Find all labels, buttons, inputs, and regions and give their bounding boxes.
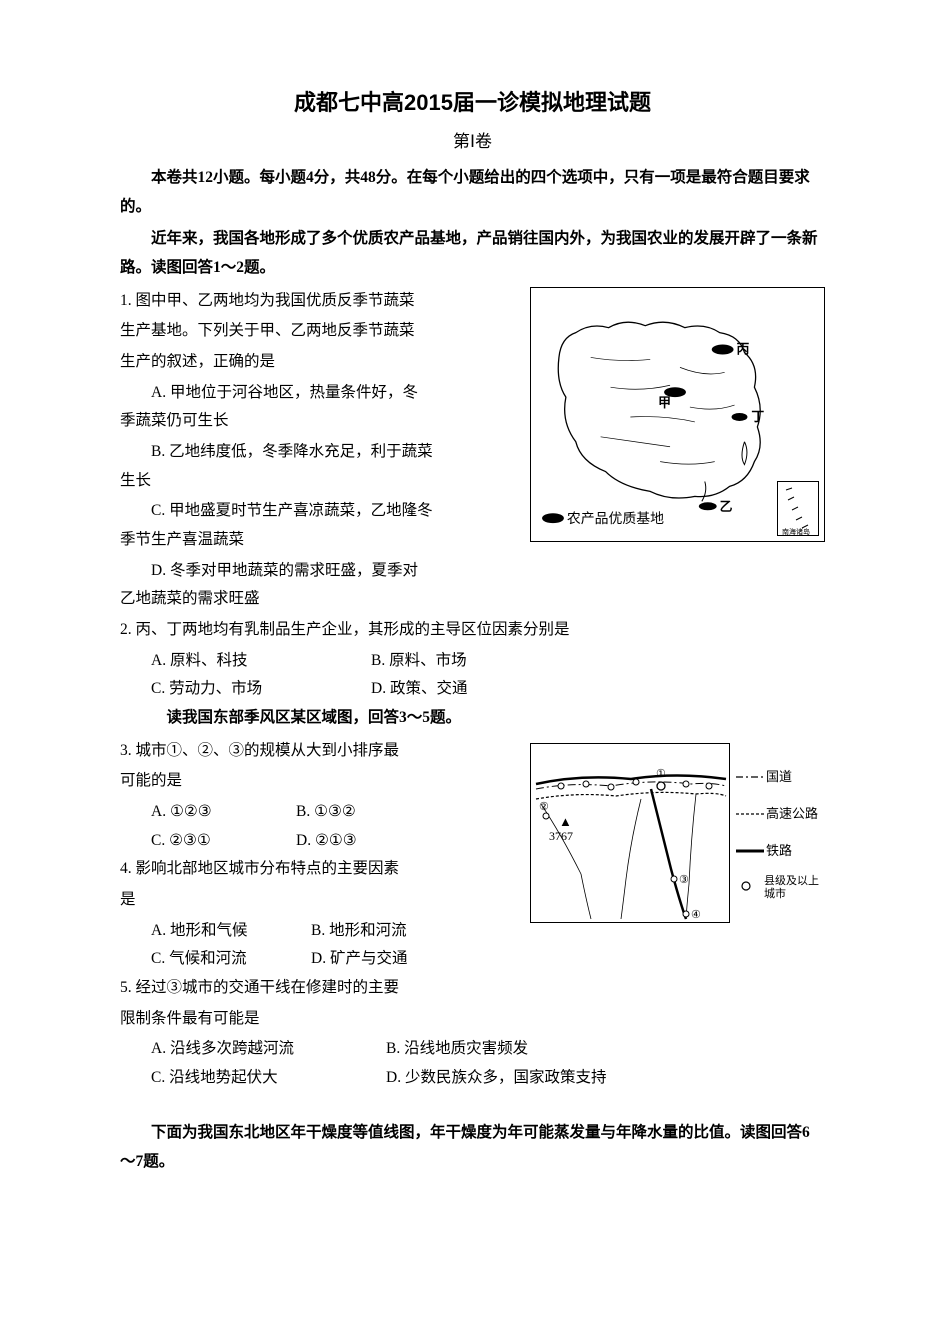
province-lines [591,357,735,464]
q3-stem-line2: 可能的是 [120,767,510,796]
figure-region-map: ① ② ▲ 3767 ③ ④ 国道 高速公路 [530,743,825,923]
hainan-outline [702,481,706,501]
city-node-5 [683,781,689,787]
city-node-3 [608,784,614,790]
q2-option-a: A. 原料、科技 [151,647,371,676]
peak-elevation: 3767 [549,829,573,843]
label-city4: ④ [691,909,701,921]
south-sea-inset: 南海诸岛 [777,481,819,536]
q2-option-c: C. 劳动力、市场 [151,675,371,704]
legend-gaosu: 高速公路 [736,798,825,829]
exam-intro: 本卷共12小题。每小题4分，共48分。在每个小题给出的四个选项中，只有一项是最符… [120,164,825,221]
label-bing: 丙 [737,342,750,356]
svg-text:南海诸岛: 南海诸岛 [782,527,810,536]
q3-stem-line1: 3. 城市①、②、③的规模从大到小排序最 [120,737,510,766]
q4-stem-line1: 4. 影响北部地区城市分布特点的主要因素 [120,855,510,884]
q5-stem-line2: 限制条件最有可能是 [120,1005,825,1034]
q4-option-a: A. 地形和气候 [151,917,311,946]
legend-gaosu-label: 高速公路 [766,798,818,829]
marker-ding [732,413,748,421]
region-map-panel: ① ② ▲ 3767 ③ ④ [530,743,730,923]
city-node-6 [706,783,712,789]
q3-option-d: D. ②①③ [296,827,357,856]
section-q3-q5: 3. 城市①、②、③的规模从大到小排序最 可能的是 A. ①②③ B. ①③② … [120,737,825,974]
marker-yi [699,502,717,510]
figure-china-map: 丙 甲 丁 乙 农产品优质基地 南海诸岛 [530,287,825,542]
q4-options-row1: A. 地形和气候 B. 地形和河流 [120,917,510,946]
q3-option-b: B. ①③② [296,798,356,827]
page-title: 成都七中高2015届一诊模拟地理试题 [120,85,825,117]
figure2-legend: 国道 高速公路 铁路 县级及以上城市 [730,743,825,923]
peak-symbol: ▲ [559,814,572,829]
q4-option-c: C. 气候和河流 [151,945,311,974]
q1-option-b-line1: B. 乙地纬度低，冬季降水充足，利于蔬菜 [120,438,510,467]
q4-stem-line2: 是 [120,886,510,915]
rivers [541,794,696,919]
q4-option-d: D. 矿产与交通 [311,945,407,974]
q5-option-c: C. 沿线地势起伏大 [151,1064,386,1093]
label-city3: ③ [679,874,689,886]
city-node-4 [633,779,639,785]
label-ding: 丁 [751,410,764,424]
q3-option-c: C. ②③① [151,827,296,856]
taiwan-outline [742,441,747,464]
q1-option-d-line2: 乙地蔬菜的需求旺盛 [120,585,825,614]
label-jia: 甲 [658,396,671,410]
legend-guodao-label: 国道 [766,761,792,792]
q3-options-row1: A. ①②③ B. ①③② [120,798,510,827]
q2-option-b: B. 原料、市场 [371,647,467,676]
page-subtitle: 第Ⅰ卷 [120,127,825,152]
q1-stem-line1: 1. 图中甲、乙两地均为我国优质反季节蔬菜 [120,292,415,309]
q5-option-a: A. 沿线多次跨越河流 [151,1035,386,1064]
tielu-south [651,789,686,919]
legend-tielu-label: 铁路 [766,835,792,866]
region-map-svg: ① ② ▲ 3767 ③ ④ [531,744,731,924]
passage-1: 近年来，我国各地形成了多个优质农产品基地，产品销往国内外，为我国农业的发展开辟了… [120,225,825,282]
legend-text: 农产品优质基地 [567,510,664,527]
q1-stem-line3: 生产的叙述，正确的是 [120,348,510,377]
label-city1: ① [656,768,666,780]
legend-marker [542,513,564,523]
legend-tielu: 铁路 [736,835,825,866]
q5-stem-line1: 5. 经过③城市的交通干线在修建时的主要 [120,974,825,1003]
q1-option-d-line1: D. 冬季对甲地蔬菜的需求旺盛，夏季对 [120,557,510,586]
q5-options-row2: C. 沿线地势起伏大 D. 少数民族众多，国家政策支持 [120,1064,825,1093]
passage-3: 下面为我国东北地区年干燥度等值线图，年干燥度为年可能蒸发量与年降水量的比值。读图… [120,1119,825,1176]
marker-bing [712,344,734,354]
q2-options-row1: A. 原料、科技 B. 原料、市场 [120,647,825,676]
q2-stem: 2. 丙、丁两地均有乳制品生产企业，其形成的主导区位因素分别是 [120,616,825,645]
q1-stem-line2: 生产基地。下列关于甲、乙两地反季节蔬菜 [120,317,510,346]
label-yi: 乙 [720,500,733,514]
gaosu-line [536,792,726,799]
q5-options-row1: A. 沿线多次跨越河流 B. 沿线地质灾害频发 [120,1035,825,1064]
q2-option-d: D. 政策、交通 [371,675,467,704]
tielu-line [536,775,726,784]
section-q1-q2: 1. 图中甲、乙两地均为我国优质反季节蔬菜 生产基地。下列关于甲、乙两地反季节蔬… [120,287,825,614]
q1-option-a-line1: A. 甲地位于河谷地区，热量条件好，冬 [120,379,510,408]
city-node-2 [583,781,589,787]
city-node-1 [558,783,564,789]
q3-options-row2: C. ②③① D. ②①③ [120,827,510,856]
city-3 [671,876,677,882]
legend-guodao: 国道 [736,761,825,792]
q3-option-a: A. ①②③ [151,798,296,827]
city-1 [657,782,665,790]
guodao-line [536,782,726,789]
q1-stem: 1. 图中甲、乙两地均为我国优质反季节蔬菜 [120,287,510,316]
q5-option-b: B. 沿线地质灾害频发 [386,1035,528,1064]
legend-xianji: 县级及以上城市 [736,872,825,903]
legend-xianji-label: 县级及以上城市 [764,875,825,901]
q4-options-row2: C. 气候和河流 D. 矿产与交通 [120,945,510,974]
city-2 [543,813,549,819]
city-4 [683,911,689,917]
q4-option-b: B. 地形和河流 [311,917,407,946]
q5-option-d: D. 少数民族众多，国家政策支持 [386,1064,606,1093]
q2-options-row2: C. 劳动力、市场 D. 政策、交通 [120,675,825,704]
label-city2: ② [539,801,549,813]
passage-2: 读我国东部季风区某区域图，回答3～5题。 [120,704,825,733]
q1-option-c-line1: C. 甲地盛夏时节生产喜凉蔬菜，乙地隆冬 [120,497,510,526]
